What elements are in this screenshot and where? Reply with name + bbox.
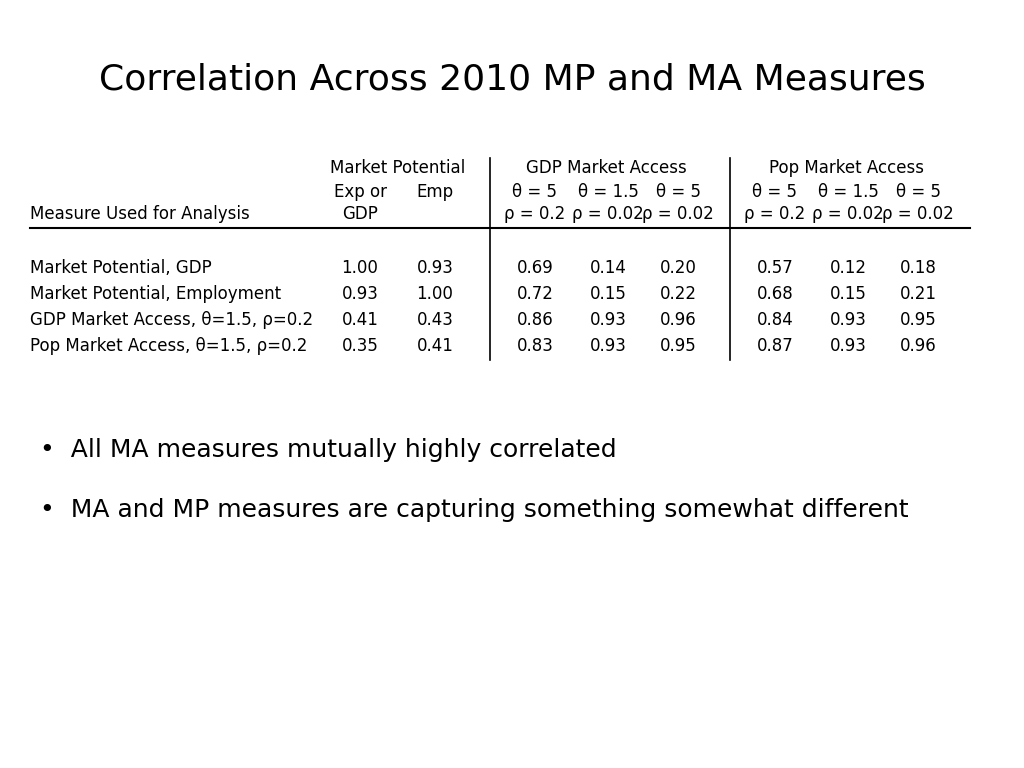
Text: 0.86: 0.86 — [517, 311, 553, 329]
Text: 0.43: 0.43 — [417, 311, 454, 329]
Text: GDP Market Access, θ=1.5, ρ=0.2: GDP Market Access, θ=1.5, ρ=0.2 — [30, 311, 313, 329]
Text: 0.41: 0.41 — [342, 311, 379, 329]
Text: ρ = 0.2: ρ = 0.2 — [505, 205, 565, 223]
Text: •  All MA measures mutually highly correlated: • All MA measures mutually highly correl… — [40, 438, 616, 462]
Text: 0.95: 0.95 — [900, 311, 936, 329]
Text: Emp: Emp — [417, 183, 454, 201]
Text: 0.15: 0.15 — [590, 285, 627, 303]
Text: θ = 5: θ = 5 — [655, 183, 700, 201]
Text: Correlation Across 2010 MP and MA Measures: Correlation Across 2010 MP and MA Measur… — [98, 63, 926, 97]
Text: 0.18: 0.18 — [899, 259, 936, 277]
Text: 0.12: 0.12 — [829, 259, 866, 277]
Text: 0.14: 0.14 — [590, 259, 627, 277]
Text: GDP Market Access: GDP Market Access — [526, 159, 687, 177]
Text: Market Potential, GDP: Market Potential, GDP — [30, 259, 212, 277]
Text: 0.57: 0.57 — [757, 259, 794, 277]
Text: 0.20: 0.20 — [659, 259, 696, 277]
Text: Exp or: Exp or — [334, 183, 386, 201]
Text: 1.00: 1.00 — [342, 259, 379, 277]
Text: 0.96: 0.96 — [659, 311, 696, 329]
Text: ρ = 0.02: ρ = 0.02 — [572, 205, 644, 223]
Text: 0.93: 0.93 — [590, 337, 627, 355]
Text: 0.93: 0.93 — [590, 311, 627, 329]
Text: θ = 5: θ = 5 — [512, 183, 557, 201]
Text: 0.87: 0.87 — [757, 337, 794, 355]
Text: 0.96: 0.96 — [900, 337, 936, 355]
Text: θ = 5: θ = 5 — [896, 183, 940, 201]
Text: 0.41: 0.41 — [417, 337, 454, 355]
Text: ρ = 0.02: ρ = 0.02 — [882, 205, 954, 223]
Text: ρ = 0.02: ρ = 0.02 — [812, 205, 884, 223]
Text: Market Potential, Employment: Market Potential, Employment — [30, 285, 282, 303]
Text: 0.68: 0.68 — [757, 285, 794, 303]
Text: 0.21: 0.21 — [899, 285, 937, 303]
Text: 0.84: 0.84 — [757, 311, 794, 329]
Text: θ = 5: θ = 5 — [753, 183, 798, 201]
Text: Pop Market Access, θ=1.5, ρ=0.2: Pop Market Access, θ=1.5, ρ=0.2 — [30, 337, 307, 355]
Text: •  MA and MP measures are capturing something somewhat different: • MA and MP measures are capturing somet… — [40, 498, 908, 522]
Text: 0.93: 0.93 — [342, 285, 379, 303]
Text: 0.95: 0.95 — [659, 337, 696, 355]
Text: GDP: GDP — [342, 205, 378, 223]
Text: 0.22: 0.22 — [659, 285, 696, 303]
Text: Pop Market Access: Pop Market Access — [769, 159, 924, 177]
Text: 0.69: 0.69 — [517, 259, 553, 277]
Text: ρ = 0.02: ρ = 0.02 — [642, 205, 714, 223]
Text: 0.15: 0.15 — [829, 285, 866, 303]
Text: 0.72: 0.72 — [516, 285, 553, 303]
Text: Measure Used for Analysis: Measure Used for Analysis — [30, 205, 250, 223]
Text: 0.83: 0.83 — [516, 337, 553, 355]
Text: θ = 1.5: θ = 1.5 — [817, 183, 879, 201]
Text: Market Potential: Market Potential — [330, 159, 465, 177]
Text: 1.00: 1.00 — [417, 285, 454, 303]
Text: 0.35: 0.35 — [342, 337, 379, 355]
Text: 0.93: 0.93 — [829, 337, 866, 355]
Text: 0.93: 0.93 — [829, 311, 866, 329]
Text: ρ = 0.2: ρ = 0.2 — [744, 205, 806, 223]
Text: θ = 1.5: θ = 1.5 — [578, 183, 638, 201]
Text: 0.93: 0.93 — [417, 259, 454, 277]
